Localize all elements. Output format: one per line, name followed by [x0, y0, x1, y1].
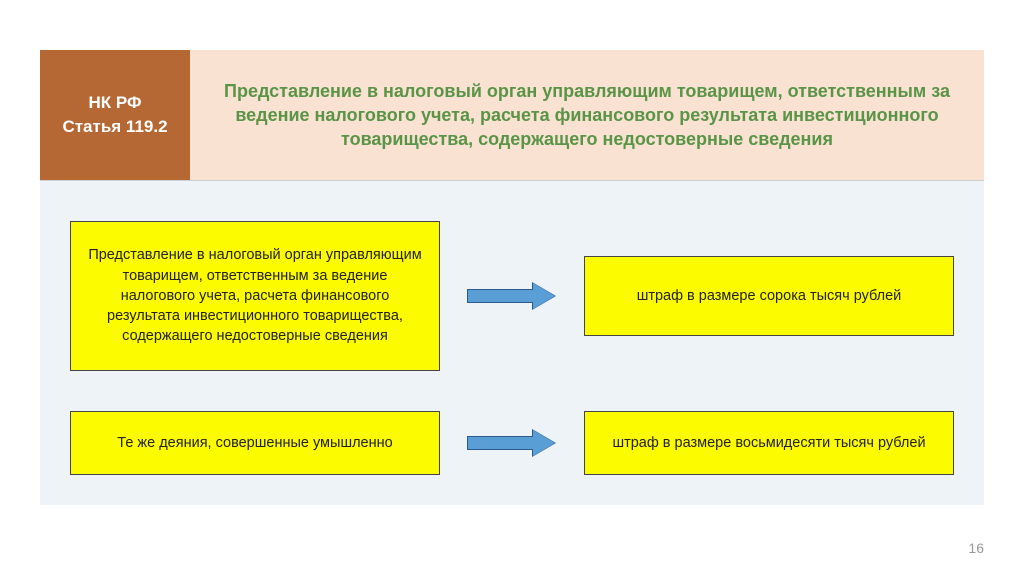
arrow-2	[440, 430, 584, 456]
flow-left-box-1: Представление в налоговый орган управляю…	[70, 221, 440, 371]
slide-container: НК РФ Статья 119.2 Представление в налог…	[40, 50, 984, 505]
arrow-body-icon	[467, 436, 535, 450]
flow-row-2: Те же деяния, совершенные умышленно штра…	[70, 411, 954, 475]
page-number: 16	[968, 540, 984, 556]
content-panel: Представление в налоговый орган управляю…	[40, 180, 984, 505]
arrow-1	[440, 283, 584, 309]
arrow-head-icon	[533, 283, 555, 309]
flow-right-box-2: штраф в размере восьмидесяти тысяч рубле…	[584, 411, 954, 475]
flow-left-box-2: Те же деяния, совершенные умышленно	[70, 411, 440, 475]
arrow-head-icon	[533, 430, 555, 456]
badge-line2: Статья 119.2	[62, 115, 167, 139]
arrow-body-icon	[467, 289, 535, 303]
flow-right-box-1: штраф в размере сорока тысяч рублей	[584, 256, 954, 336]
article-badge: НК РФ Статья 119.2	[40, 50, 190, 180]
header-title: Представление в налоговый орган управляю…	[190, 50, 984, 180]
badge-line1: НК РФ	[62, 91, 167, 115]
header-row: НК РФ Статья 119.2 Представление в налог…	[40, 50, 984, 180]
flow-row-1: Представление в налоговый орган управляю…	[70, 221, 954, 371]
